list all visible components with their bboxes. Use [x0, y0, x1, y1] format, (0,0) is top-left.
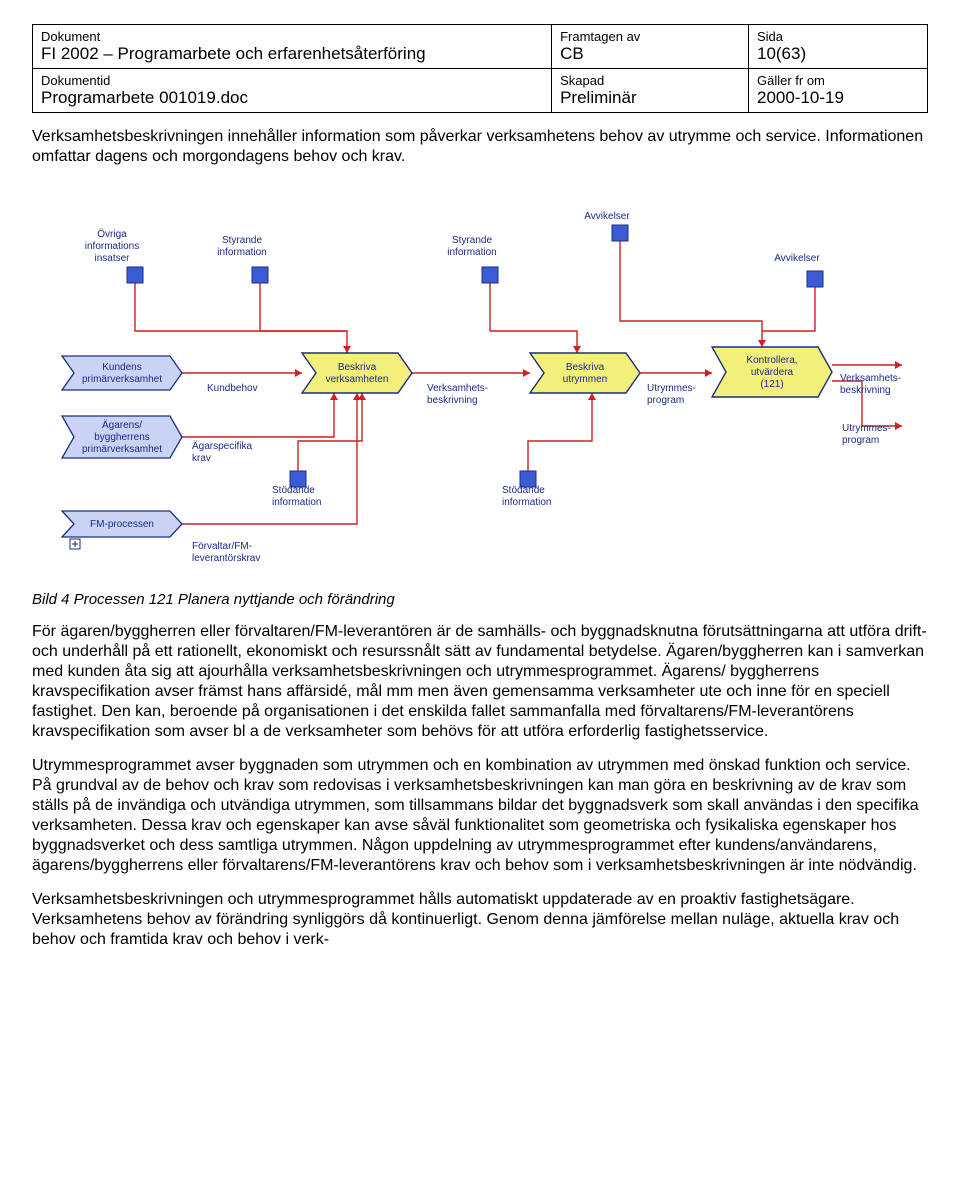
- hdr-galler-value: 2000-10-19: [757, 88, 919, 108]
- svg-text:Avvikelser: Avvikelser: [584, 211, 630, 222]
- svg-text:Verksamhets-beskrivning: Verksamhets-beskrivning: [840, 373, 901, 396]
- svg-text:Övrigainformationsinsatser: Övrigainformationsinsatser: [85, 228, 139, 264]
- svg-text:Stödandeinformation: Stödandeinformation: [502, 485, 551, 508]
- svg-text:Utrymmes-program: Utrymmes-program: [647, 383, 696, 406]
- hdr-galler-label: Gäller fr om: [757, 73, 919, 88]
- svg-text:Styrandeinformation: Styrandeinformation: [447, 235, 496, 258]
- intro-paragraph: Verksamhetsbeskrivningen innehåller info…: [32, 127, 928, 167]
- svg-text:Utrymmes-program: Utrymmes-program: [842, 423, 891, 446]
- svg-text:Stödandeinformation: Stödandeinformation: [272, 485, 321, 508]
- svg-text:Avvikelser: Avvikelser: [774, 253, 820, 264]
- svg-text:Förvaltar/FM-leverantörskrav: Förvaltar/FM-leverantörskrav: [192, 541, 260, 564]
- svg-text:Ägarspecifikakrav: Ägarspecifikakrav: [192, 440, 252, 464]
- hdr-skapad-label: Skapad: [560, 73, 740, 88]
- svg-text:Beskrivautrymmen: Beskrivautrymmen: [563, 362, 607, 385]
- process-flowchart: Övrigainformationsinsatser Styrandeinform…: [32, 181, 928, 581]
- hdr-dokumentid-label: Dokumentid: [41, 73, 543, 88]
- hdr-sida-value: 10(63): [757, 44, 919, 64]
- svg-text:Verksamhets-beskrivning: Verksamhets-beskrivning: [427, 383, 488, 406]
- svg-text:FM-processen: FM-processen: [90, 519, 154, 530]
- body-paragraph-4: Verksamhetsbeskrivningen och utrymmespro…: [32, 890, 928, 950]
- svg-text:Styrandeinformation: Styrandeinformation: [217, 235, 266, 258]
- hdr-dokumentid-value: Programarbete 001019.doc: [41, 88, 543, 108]
- hdr-skapad-value: Preliminär: [560, 88, 740, 108]
- hdr-framtagen-label: Framtagen av: [560, 29, 740, 44]
- figure-caption: Bild 4 Processen 121 Planera nyttjande o…: [32, 591, 928, 608]
- svg-text:Kundbehov: Kundbehov: [207, 383, 258, 394]
- document-header-table: Dokument FI 2002 – Programarbete och erf…: [32, 24, 928, 113]
- body-paragraph-3: Utrymmesprogrammet avser byggnaden som u…: [32, 756, 928, 876]
- body-paragraph-2: För ägaren/byggherren eller förvaltaren/…: [32, 622, 928, 742]
- hdr-dokument-value: FI 2002 – Programarbete och erfarenhetså…: [41, 44, 543, 64]
- hdr-framtagen-value: CB: [560, 44, 740, 64]
- hdr-sida-label: Sida: [757, 29, 919, 44]
- hdr-dokument-label: Dokument: [41, 29, 543, 44]
